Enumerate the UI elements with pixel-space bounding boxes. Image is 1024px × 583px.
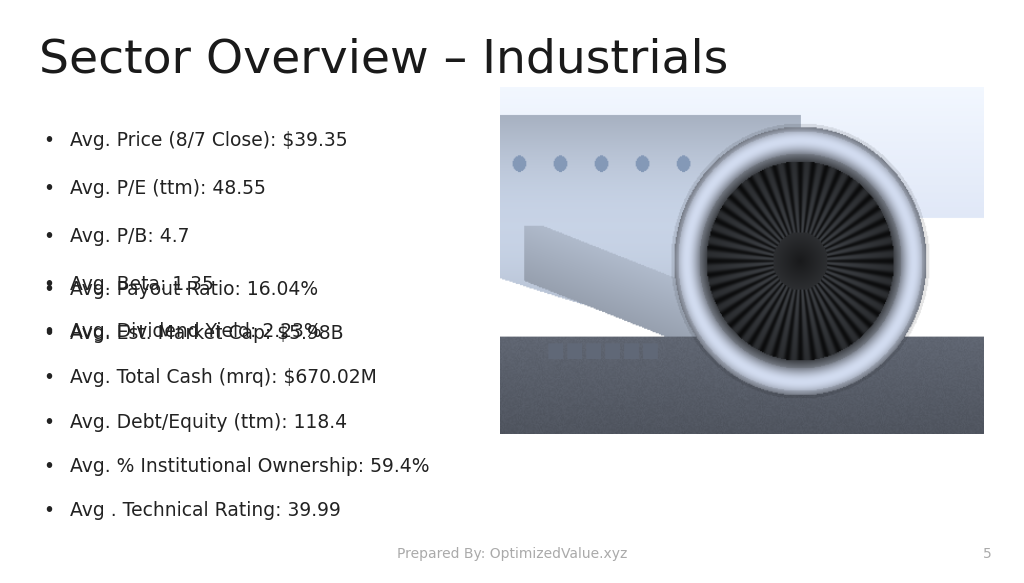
Text: •: • <box>43 227 54 246</box>
Text: Prepared By: OptimizedValue.xyz: Prepared By: OptimizedValue.xyz <box>397 547 627 561</box>
Text: •: • <box>43 501 54 521</box>
Text: •: • <box>43 368 54 388</box>
Text: •: • <box>43 179 54 198</box>
Text: Avg. Payout Ratio: 16.04%: Avg. Payout Ratio: 16.04% <box>70 280 317 299</box>
Text: Avg. Total Cash (mrq): $670.02M: Avg. Total Cash (mrq): $670.02M <box>70 368 377 388</box>
Text: •: • <box>43 413 54 432</box>
Text: Avg. P/E (ttm): 48.55: Avg. P/E (ttm): 48.55 <box>70 179 265 198</box>
Text: Sector Overview – Industrials: Sector Overview – Industrials <box>39 38 728 83</box>
Text: •: • <box>43 280 54 299</box>
Text: •: • <box>43 131 54 150</box>
Text: Avg. Est. Market Cap: $5.98B: Avg. Est. Market Cap: $5.98B <box>70 324 343 343</box>
Text: Avg. Dividend Yield: 2.23%: Avg. Dividend Yield: 2.23% <box>70 322 322 342</box>
Text: Avg. Price (8/7 Close): $39.35: Avg. Price (8/7 Close): $39.35 <box>70 131 347 150</box>
Text: Avg. P/B: 4.7: Avg. P/B: 4.7 <box>70 227 189 246</box>
Text: Avg. % Institutional Ownership: 59.4%: Avg. % Institutional Ownership: 59.4% <box>70 457 429 476</box>
Text: •: • <box>43 457 54 476</box>
Text: •: • <box>43 322 54 342</box>
Text: Avg . Technical Rating: 39.99: Avg . Technical Rating: 39.99 <box>70 501 341 521</box>
Text: 5: 5 <box>982 547 991 561</box>
Text: Avg. Debt/Equity (ttm): 118.4: Avg. Debt/Equity (ttm): 118.4 <box>70 413 347 432</box>
Text: •: • <box>43 324 54 343</box>
Text: •: • <box>43 275 54 294</box>
Text: Avg. Beta: 1.35: Avg. Beta: 1.35 <box>70 275 214 294</box>
